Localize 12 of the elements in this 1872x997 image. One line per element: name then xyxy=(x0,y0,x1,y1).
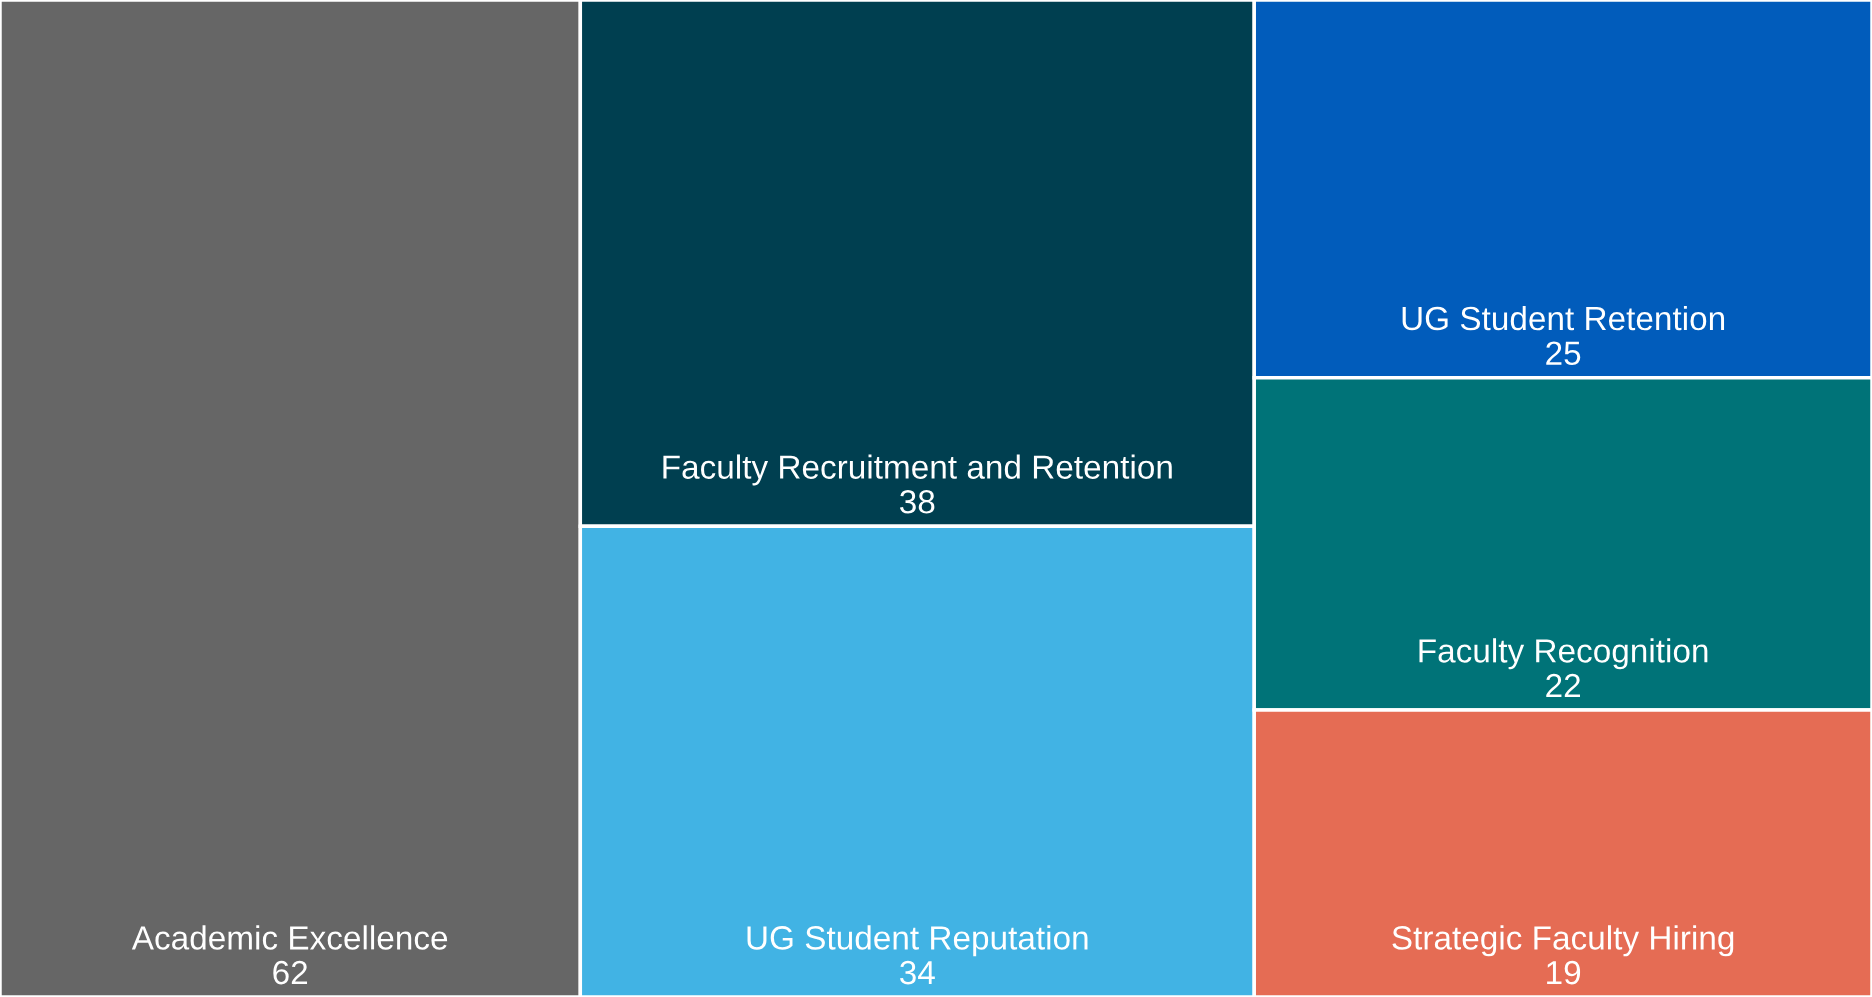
category-label: Academic Excellence xyxy=(131,925,448,950)
data-label: 19 xyxy=(1547,960,1581,985)
category-label: Faculty Recruitment and Retention xyxy=(663,454,1172,486)
category-label: Faculty Recognition xyxy=(1419,638,1708,670)
data-label: 34 xyxy=(900,960,935,985)
data-label: 22 xyxy=(1546,673,1580,698)
data-label: 25 xyxy=(1546,341,1581,366)
category-label: UG Student Retention xyxy=(1402,305,1725,331)
category-label: Strategic Faculty Hiring xyxy=(1392,925,1734,957)
data-label: 62 xyxy=(273,960,308,985)
data-label: 38 xyxy=(900,490,935,514)
category-label: UG Student Reputation xyxy=(747,925,1088,957)
